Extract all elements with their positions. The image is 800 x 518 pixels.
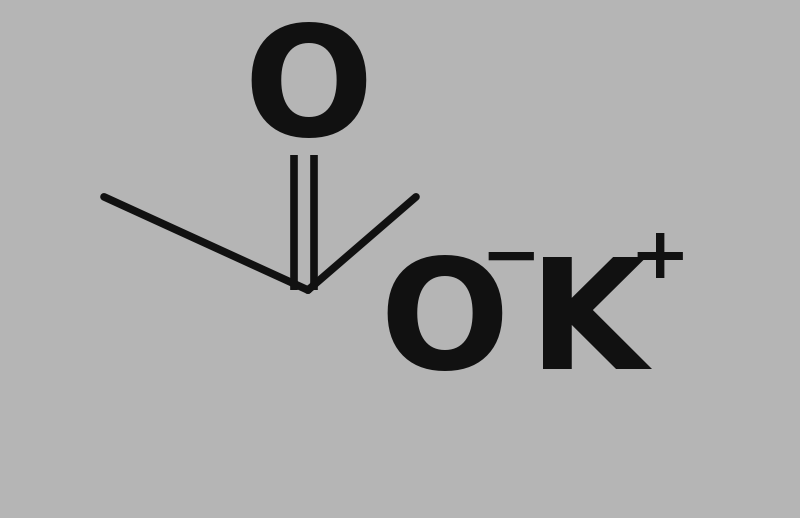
Text: O: O [243, 19, 373, 168]
Text: +: + [630, 224, 690, 294]
Text: O: O [379, 252, 509, 401]
Text: K: K [529, 252, 647, 401]
Text: −: − [480, 224, 541, 294]
